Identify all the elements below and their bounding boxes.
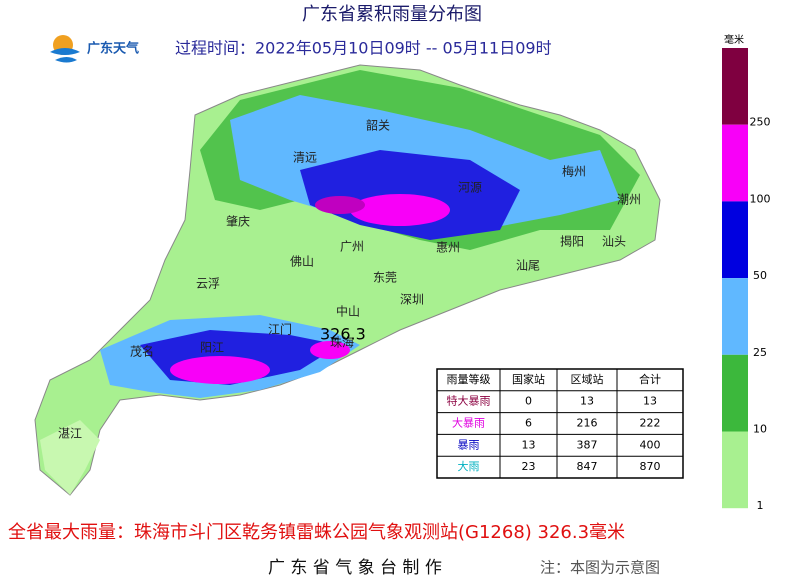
table-cell: 387 bbox=[577, 438, 598, 451]
legend-label: 50 bbox=[753, 269, 767, 282]
max-value: 326.3 bbox=[320, 325, 366, 344]
title: 广东省累积雨量分布图 bbox=[302, 4, 482, 25]
table-cell: 216 bbox=[577, 417, 598, 430]
city-label: 阳江 bbox=[200, 341, 224, 355]
city-label: 汕头 bbox=[602, 235, 626, 249]
city-label: 中山 bbox=[336, 304, 360, 319]
logo-text: 广东天气 bbox=[87, 41, 139, 57]
legend-label: 100 bbox=[750, 192, 771, 205]
legend-label: 250 bbox=[750, 116, 771, 129]
city-label: 云浮 bbox=[196, 277, 220, 291]
legend-label: 10 bbox=[753, 423, 767, 436]
legend-band bbox=[722, 278, 748, 355]
city-label: 东莞 bbox=[373, 271, 397, 285]
city-label: 揭阳 bbox=[560, 234, 584, 249]
city-label: 佛山 bbox=[290, 255, 314, 269]
producer: 广 东 省 气 象 台 制 作 bbox=[268, 558, 442, 578]
city-label: 汕尾 bbox=[516, 259, 540, 273]
rain-level: 暴雨 bbox=[458, 438, 480, 451]
city-label: 珠海 bbox=[330, 335, 354, 350]
table-cell: 6 bbox=[525, 417, 532, 430]
table-cell: 847 bbox=[577, 460, 598, 473]
legend-unit: 毫米 bbox=[724, 33, 744, 46]
magenta-area bbox=[310, 341, 350, 359]
legend-label: 25 bbox=[753, 346, 767, 359]
city-label: 肇庆 bbox=[226, 214, 250, 229]
table-cell: 13 bbox=[522, 438, 536, 451]
city-label: 江门 bbox=[268, 322, 292, 337]
legend-band bbox=[722, 354, 748, 432]
logo: 广东天气 bbox=[50, 35, 139, 63]
magenta-area bbox=[350, 194, 450, 226]
table-cell: 0 bbox=[525, 395, 532, 408]
city-label: 韶关 bbox=[366, 118, 390, 133]
legend-band bbox=[722, 48, 748, 125]
city-label: 惠州 bbox=[436, 241, 460, 255]
period: 过程时间：2022年05月10日09时 -- 05月11日09时 bbox=[175, 39, 552, 58]
legend-label: 1 bbox=[757, 499, 764, 512]
light-area bbox=[40, 420, 100, 495]
legend-band bbox=[722, 124, 748, 202]
magenta-area bbox=[315, 196, 365, 214]
rain-level: 大雨 bbox=[458, 459, 480, 473]
city-label: 河源 bbox=[458, 181, 482, 195]
legend-band bbox=[722, 201, 748, 279]
city-label: 广州 bbox=[340, 240, 364, 254]
table-cell: 400 bbox=[640, 438, 661, 451]
rain-level: 特大暴雨 bbox=[447, 394, 491, 408]
rain-level: 大暴雨 bbox=[452, 416, 485, 430]
map bbox=[34, 64, 661, 496]
table-cell: 870 bbox=[640, 460, 661, 473]
table-header: 合计 bbox=[639, 372, 661, 386]
table-cell: 222 bbox=[640, 417, 661, 430]
table-header: 国家站 bbox=[512, 372, 545, 386]
magenta-area bbox=[170, 356, 270, 384]
legend: 毫米 250 100 50 25 10 1 bbox=[722, 33, 771, 512]
table-header: 区域站 bbox=[571, 372, 604, 386]
table-header: 雨量等级 bbox=[447, 372, 491, 386]
city-label: 清远 bbox=[293, 151, 317, 165]
city-label: 梅州 bbox=[562, 164, 586, 179]
table-bg bbox=[436, 368, 684, 479]
city-label: 湛江 bbox=[58, 427, 82, 441]
table-cell: 23 bbox=[522, 460, 536, 473]
table-cell: 13 bbox=[643, 395, 657, 408]
city-label: 茂名 bbox=[130, 344, 154, 359]
disclaimer: 注：本图为示意图 bbox=[540, 559, 660, 577]
city-label: 潮州 bbox=[617, 192, 641, 207]
city-label: 深圳 bbox=[400, 293, 424, 307]
table-cell: 13 bbox=[580, 395, 594, 408]
legend-band bbox=[722, 431, 748, 509]
max-rain-note: 全省最大雨量：珠海市斗门区乾务镇雷蛛公园气象观测站(G1268) 326.3毫米 bbox=[8, 522, 625, 543]
